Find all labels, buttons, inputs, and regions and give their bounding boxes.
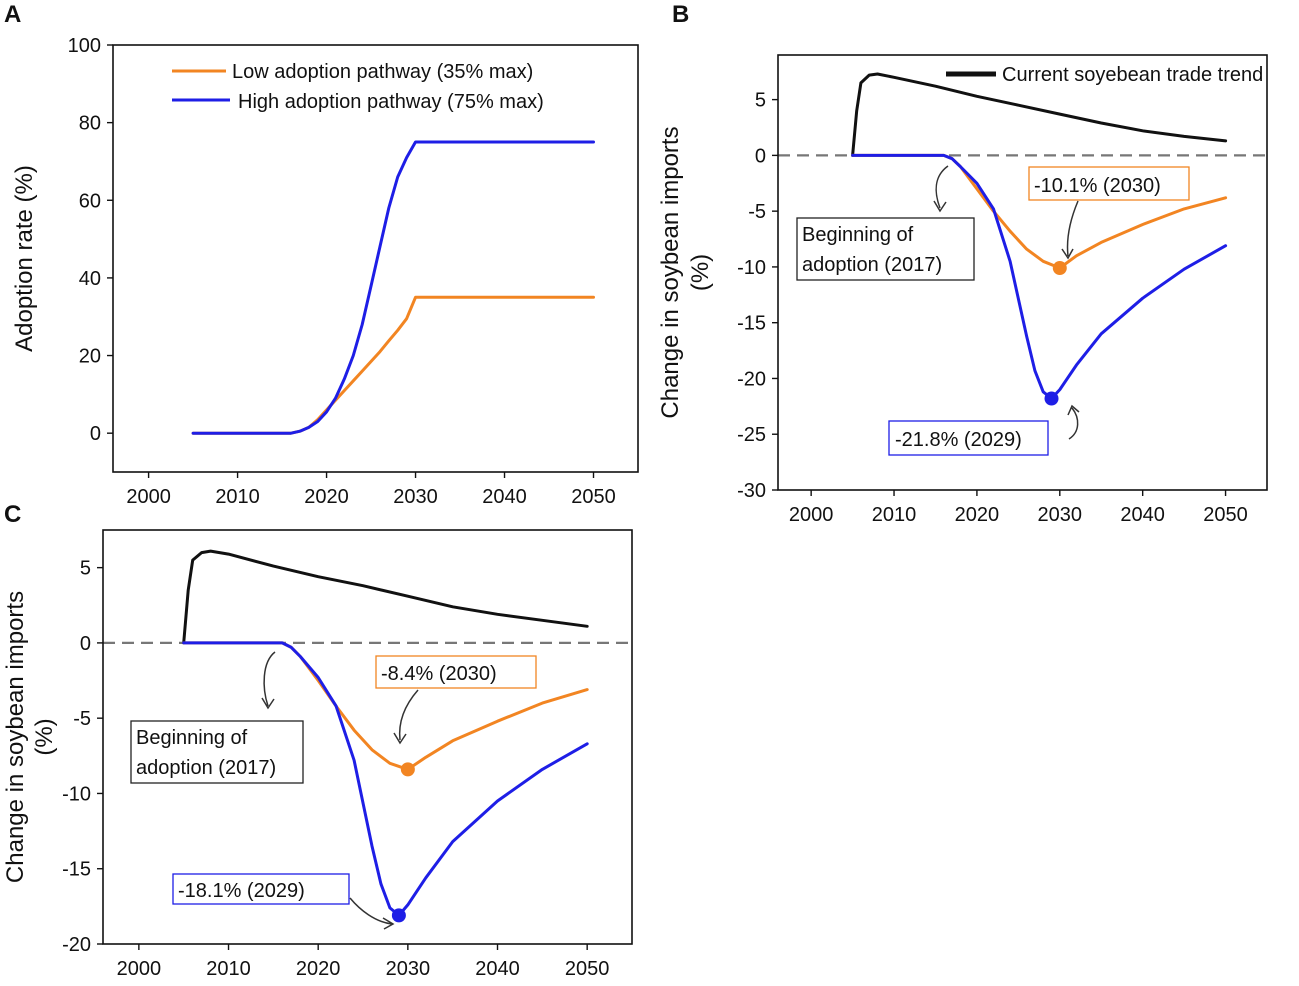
annotation-adoption-start-line1: Beginning of [136, 727, 248, 749]
annotation-arrow-adoption-start [261, 651, 276, 710]
legend-label-high: High adoption pathway (75% max) [238, 91, 544, 113]
annotation-box-high-min [172, 873, 350, 905]
annotation-low-min: -8.4% (2030) [381, 663, 497, 685]
x-tick-label: 2040 [1120, 504, 1165, 526]
annotation-box-adoption-start [796, 217, 975, 281]
annotation-high-min: -18.1% (2029) [178, 880, 305, 902]
x-tick-label: 2010 [206, 958, 251, 980]
y-tick-label: -20 [737, 368, 766, 390]
x-tick-label: 2030 [393, 486, 438, 508]
y-tick-label: -30 [737, 480, 766, 502]
annotation-arrow-high-min [349, 897, 395, 930]
panel-c-frame [102, 529, 633, 945]
x-tick-label: 2000 [117, 958, 162, 980]
x-tick-label: 2050 [565, 958, 610, 980]
panel-c-annotations: -8.4% (2030) -18.1% (2029) Beginning of … [130, 651, 537, 930]
y-tick-label: 5 [755, 90, 766, 112]
y-tick-label: -20 [62, 934, 91, 956]
panel-b-legend: Current soyebean trade trend [946, 64, 1263, 86]
series-line-2 [851, 153, 1228, 400]
y-tick-label: -15 [62, 859, 91, 881]
series-line-0 [191, 295, 595, 435]
panel-label-b: B [672, 1, 689, 28]
annotation-high-min: -21.8% (2029) [895, 429, 1022, 451]
panel-b-annotations: -10.1% (2030) -21.8% (2029) Beginning of… [796, 165, 1190, 456]
annotation-adoption-start-line1: Beginning of [802, 224, 914, 246]
x-tick-label: 2040 [475, 958, 520, 980]
annotation-arrow-low-min [1061, 200, 1079, 260]
y-tick-label: 60 [79, 190, 101, 212]
series-line-2 [182, 641, 589, 917]
x-tick-label: 2000 [126, 486, 171, 508]
annotation-arrow-high-min [1067, 404, 1080, 440]
annotation-arrow-low-min [393, 689, 419, 745]
legend-label-low: Low adoption pathway (35% max) [232, 61, 533, 83]
x-tick-label: 2000 [789, 504, 834, 526]
panel-b-chart: 2000 2010 2020 2030 2040 2050 5 0 -5 -10 -15 -20 -25… [657, 54, 1268, 526]
panel-c-y-axis-title-line2: (%) [31, 718, 58, 755]
series-line-1 [191, 140, 595, 435]
y-tick-label: -25 [737, 424, 766, 446]
panel-b-ticks: 2000 2010 2020 2030 2040 2050 5 0 -5 -10 -15 -20 -25… [737, 90, 1248, 526]
x-tick-label: 2050 [571, 486, 616, 508]
panel-a-frame [112, 44, 639, 473]
annotation-arrow-adoption-start [933, 165, 949, 213]
panel-label-c: C [4, 501, 21, 528]
high-min-marker [1044, 391, 1059, 406]
annotation-low-min: -10.1% (2030) [1034, 175, 1161, 197]
y-tick-label: -5 [73, 708, 91, 730]
y-tick-label: 20 [79, 346, 101, 368]
legend-label-current-trend: Current soyebean trade trend [1002, 64, 1263, 86]
x-tick-label: 2030 [1038, 504, 1083, 526]
panel-a-y-axis-title: Adoption rate (%) [11, 165, 38, 352]
series-line-0 [851, 72, 1228, 157]
y-tick-label: -10 [737, 257, 766, 279]
x-tick-label: 2040 [482, 486, 527, 508]
y-tick-label: 0 [755, 145, 766, 167]
y-tick-label: 5 [80, 558, 91, 580]
y-tick-label: 40 [79, 268, 101, 290]
y-tick-label: -5 [748, 201, 766, 223]
panel-b-frame [777, 54, 1268, 491]
panel-b-y-axis-title-line1: Change in soybean imports [657, 126, 684, 418]
x-tick-label: 2020 [955, 504, 1000, 526]
annotation-box-low-min [1028, 166, 1190, 201]
panel-c-marks [103, 549, 632, 923]
low-min-marker [400, 762, 415, 777]
y-tick-label: -10 [62, 783, 91, 805]
x-tick-label: 2050 [1203, 504, 1248, 526]
y-tick-label: 0 [90, 423, 101, 445]
annotation-adoption-start-line2: adoption (2017) [802, 254, 942, 276]
series-line-0 [182, 549, 589, 645]
panel-b-y-axis-title-line2: (%) [687, 254, 714, 291]
panel-b-marks [778, 72, 1267, 406]
x-tick-label: 2010 [215, 486, 260, 508]
annotation-box-adoption-start [130, 720, 304, 784]
x-tick-label: 2030 [386, 958, 431, 980]
y-tick-label: 100 [68, 35, 101, 57]
annotation-adoption-start-line2: adoption (2017) [136, 757, 276, 779]
panel-c-chart: 2000 2010 2020 2030 2040 2050 5 0 -5 -10 -15 -20 Ch… [2, 529, 633, 980]
x-tick-label: 2020 [296, 958, 341, 980]
low-min-marker [1052, 261, 1067, 276]
x-tick-label: 2020 [304, 486, 349, 508]
panel-a-legend: Low adoption pathway (35% max) High adop… [172, 61, 544, 113]
y-tick-label: 0 [80, 633, 91, 655]
panel-c-ticks: 2000 2010 2020 2030 2040 2050 5 0 -5 -10 -15 -20 [62, 558, 609, 980]
x-tick-label: 2010 [872, 504, 917, 526]
annotation-box-high-min [888, 420, 1049, 456]
high-min-marker [391, 908, 406, 923]
panel-c-y-axis-title-line1: Change in soybean imports [2, 591, 29, 883]
annotation-box-low-min [375, 655, 537, 689]
y-tick-label: 80 [79, 113, 101, 135]
panel-label-a: A [4, 1, 21, 28]
panel-a-marks [191, 140, 595, 435]
y-tick-label: -15 [737, 313, 766, 335]
